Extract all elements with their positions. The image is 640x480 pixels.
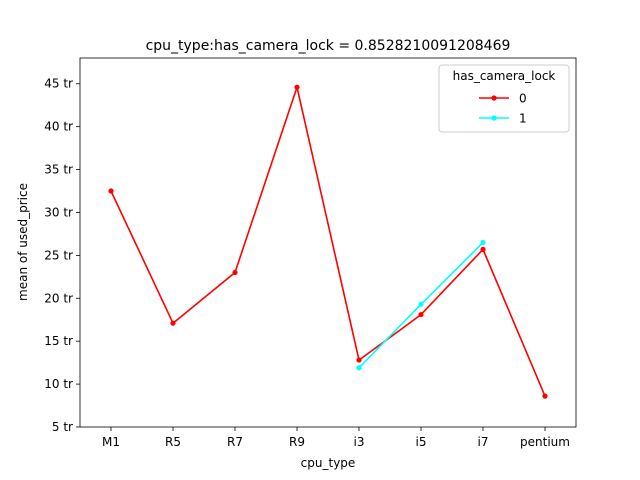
legend-title: has_camera_lock (453, 69, 556, 83)
x-tick-label: R5 (165, 435, 181, 449)
data-point-1-i3 (356, 365, 362, 371)
y-tick-label: 30 tr (44, 205, 73, 219)
y-tick-label: 25 tr (44, 248, 73, 262)
legend: has_camera_lock 0 1 (438, 64, 570, 133)
axes: M1 R5 R7 R9 i3 i5 i7 pentium 5 tr 10 tr 15 tr 20 tr… (44, 57, 577, 449)
chart-title: cpu_type:has_camera_lock = 0.85282100912… (146, 38, 511, 54)
axes-frame (79, 57, 577, 428)
x-tick-label: R7 (227, 435, 243, 449)
legend-swatch-marker (491, 95, 497, 101)
x-tick-label: i7 (478, 435, 489, 449)
data-point-1-i5 (418, 301, 424, 307)
legend-label: 1 (519, 112, 527, 126)
x-tick-label: pentium (520, 435, 570, 449)
legend-label: 0 (519, 92, 527, 106)
y-tick-label: 45 tr (44, 77, 73, 91)
data-point-0-R5 (170, 320, 176, 326)
data-point-0-pentium (542, 393, 548, 399)
x-axis-label: cpu_type (301, 456, 356, 470)
data-point-0-R9 (294, 84, 300, 90)
data-point-0-M1 (108, 188, 114, 194)
data-point-1-i7 (480, 239, 486, 246)
legend-swatch-marker (491, 115, 497, 121)
data-point-0-i3 (356, 357, 362, 363)
x-tick-label: i3 (354, 435, 365, 449)
y-tick-label: 10 tr (44, 377, 73, 391)
plot-area (108, 84, 548, 399)
data-point-0-i5 (418, 311, 424, 318)
x-tick-label: i5 (416, 435, 427, 449)
y-tick-label: 35 tr (44, 163, 73, 177)
y-tick-label: 5 tr (52, 420, 73, 434)
series-line-0 (110, 86, 546, 397)
x-tick-label: R9 (289, 435, 305, 449)
data-point-0-i7 (480, 246, 486, 252)
y-tick-label: 20 tr (44, 291, 73, 305)
y-axis-label: mean of used_price (16, 183, 30, 301)
y-tick-label: 40 tr (44, 120, 73, 134)
data-point-0-R7 (232, 269, 238, 276)
y-tick-label: 15 tr (44, 334, 73, 348)
x-tick-label: M1 (102, 435, 120, 449)
